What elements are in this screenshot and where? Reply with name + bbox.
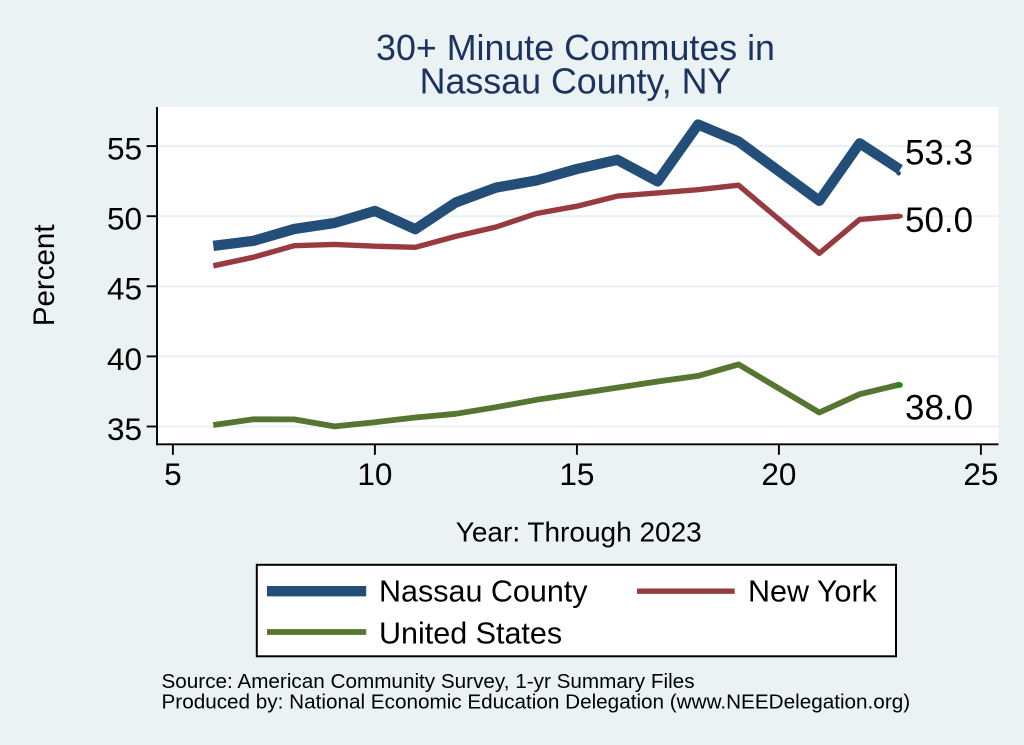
svg-text:Year: Through 2023: Year: Through 2023 xyxy=(456,516,702,547)
svg-text:35: 35 xyxy=(107,411,142,447)
svg-text:30+ Minute Commutes in: 30+ Minute Commutes in xyxy=(376,28,775,68)
svg-text:Nassau County: Nassau County xyxy=(379,574,588,608)
svg-text:38.0: 38.0 xyxy=(905,388,973,427)
svg-text:Source: American Community Sur: Source: American Community Survey, 1-yr … xyxy=(162,670,695,693)
svg-text:50.0: 50.0 xyxy=(905,201,973,240)
svg-text:Percent: Percent xyxy=(28,224,61,326)
svg-text:10: 10 xyxy=(357,456,392,492)
svg-text:United States: United States xyxy=(379,616,562,650)
svg-text:20: 20 xyxy=(761,456,796,492)
svg-text:Produced by: National Economic: Produced by: National Economic Education… xyxy=(162,691,911,714)
svg-text:53.3: 53.3 xyxy=(905,134,973,173)
svg-text:50: 50 xyxy=(107,201,142,237)
svg-text:New York: New York xyxy=(748,574,878,608)
svg-text:45: 45 xyxy=(107,271,142,307)
svg-text:Nassau County, NY: Nassau County, NY xyxy=(420,62,732,102)
svg-text:25: 25 xyxy=(963,456,998,492)
svg-text:40: 40 xyxy=(107,341,142,377)
svg-text:5: 5 xyxy=(164,456,182,492)
svg-text:15: 15 xyxy=(559,456,594,492)
svg-text:55: 55 xyxy=(107,131,142,167)
